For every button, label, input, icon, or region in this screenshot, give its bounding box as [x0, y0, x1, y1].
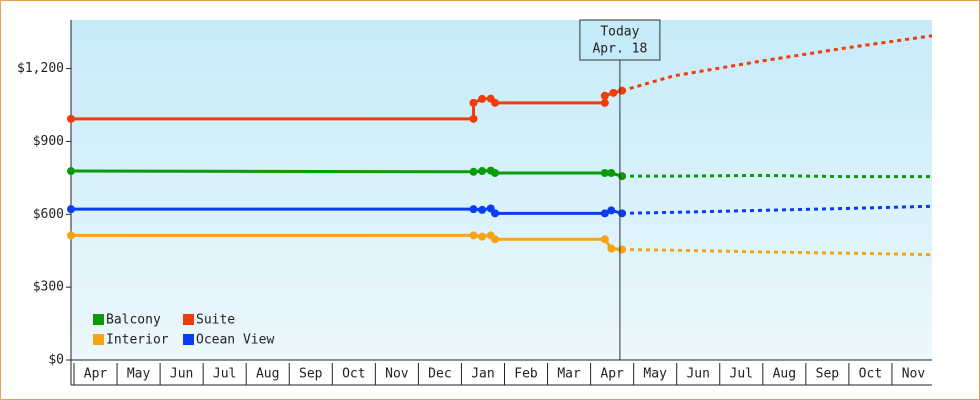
x-tick-label: Oct [342, 367, 365, 382]
x-tick-label: Nov [385, 367, 409, 382]
point [607, 206, 616, 215]
y-tick-label: $300 [33, 280, 64, 295]
forecast-line [622, 173, 932, 179]
forecast-line [621, 34, 933, 93]
point [618, 245, 627, 254]
plot-area [71, 20, 932, 360]
point [67, 167, 75, 176]
x-tick-label: Oct [859, 367, 882, 382]
legend-swatch [93, 334, 104, 345]
point [609, 88, 618, 97]
x-tick-label: May [127, 367, 151, 382]
legend-label: Interior [106, 333, 169, 348]
x-tick-label: Aug [773, 367, 796, 382]
point [600, 235, 609, 244]
point [469, 231, 478, 240]
today-box [579, 19, 661, 61]
x-tick-label: Sep [299, 367, 323, 382]
point [600, 91, 609, 100]
point [478, 232, 487, 241]
legend-label: Suite [196, 313, 235, 328]
point [491, 235, 500, 244]
forecast-line [622, 248, 933, 257]
forecast-line [622, 204, 933, 215]
y-tick-label: $1,200 [17, 61, 64, 76]
x-tick-label: Dec [428, 367, 451, 382]
point [600, 98, 609, 107]
y-tick-label: $600 [33, 207, 64, 222]
point [478, 205, 487, 214]
point [607, 244, 616, 253]
legend-swatch [183, 334, 194, 345]
x-tick-label: Jan [471, 367, 494, 382]
point [67, 205, 75, 214]
x-tick-label: Jul [213, 367, 236, 382]
point [67, 231, 75, 240]
point [607, 169, 616, 177]
point [67, 114, 75, 123]
legend-swatch [183, 314, 194, 325]
x-tick-label: Jul [730, 367, 753, 382]
point [600, 169, 609, 177]
point [469, 205, 478, 214]
legend-swatch [93, 314, 104, 325]
x-tick-label: Aug [256, 367, 279, 382]
point [618, 172, 627, 181]
x-tick-label: Apr [84, 367, 108, 382]
point [618, 209, 627, 218]
x-tick-label: May [643, 367, 667, 382]
point [600, 209, 609, 218]
y-tick-label: $900 [33, 134, 64, 149]
x-tick-label: Feb [514, 367, 538, 382]
point [478, 94, 487, 103]
point [491, 169, 500, 177]
y-tick-label: $0 [48, 353, 64, 368]
legend-label: Balcony [106, 313, 161, 328]
point [478, 167, 487, 176]
point [618, 86, 627, 95]
today-label: Apr. 18 [592, 42, 647, 57]
x-tick-label: Jun [170, 367, 193, 382]
point [491, 209, 500, 218]
x-tick-label: Nov [902, 367, 926, 382]
legend-label: Ocean View [196, 333, 274, 348]
x-tick-label: Jun [686, 367, 709, 382]
point [469, 167, 478, 176]
point [491, 98, 500, 107]
point [469, 98, 478, 107]
x-tick-label: Mar [557, 367, 581, 382]
x-tick-label: Sep [816, 367, 840, 382]
x-tick-label: Apr [600, 367, 624, 382]
point [469, 114, 478, 123]
today-label: Today [600, 25, 639, 40]
